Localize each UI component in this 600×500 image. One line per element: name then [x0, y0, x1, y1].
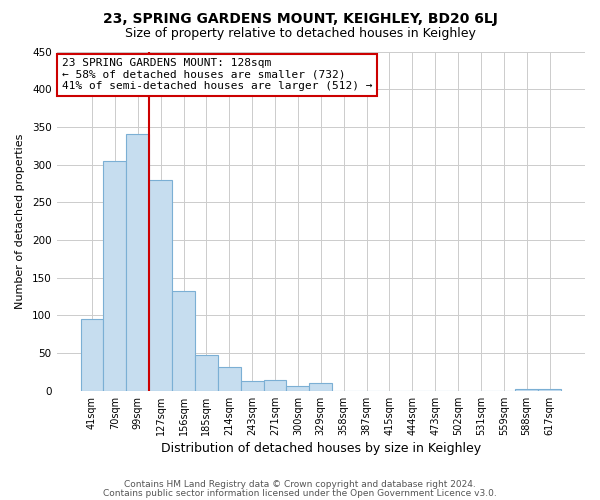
Text: 23 SPRING GARDENS MOUNT: 128sqm
← 58% of detached houses are smaller (732)
41% o: 23 SPRING GARDENS MOUNT: 128sqm ← 58% of…	[62, 58, 373, 92]
Y-axis label: Number of detached properties: Number of detached properties	[15, 134, 25, 309]
Bar	[515, 390, 538, 391]
Bar	[195, 356, 218, 391]
Bar	[172, 292, 195, 391]
Bar	[127, 134, 149, 391]
Bar	[218, 368, 241, 391]
Bar	[80, 319, 103, 391]
Text: Contains HM Land Registry data © Crown copyright and database right 2024.: Contains HM Land Registry data © Crown c…	[124, 480, 476, 489]
Bar	[103, 161, 127, 391]
Bar	[241, 381, 263, 391]
Bar	[263, 380, 286, 391]
Text: 23, SPRING GARDENS MOUNT, KEIGHLEY, BD20 6LJ: 23, SPRING GARDENS MOUNT, KEIGHLEY, BD20…	[103, 12, 497, 26]
Bar	[286, 386, 310, 391]
Bar	[310, 384, 332, 391]
Bar	[538, 390, 561, 391]
Text: Contains public sector information licensed under the Open Government Licence v3: Contains public sector information licen…	[103, 488, 497, 498]
Bar	[149, 180, 172, 391]
X-axis label: Distribution of detached houses by size in Keighley: Distribution of detached houses by size …	[161, 442, 481, 455]
Text: Size of property relative to detached houses in Keighley: Size of property relative to detached ho…	[125, 28, 475, 40]
